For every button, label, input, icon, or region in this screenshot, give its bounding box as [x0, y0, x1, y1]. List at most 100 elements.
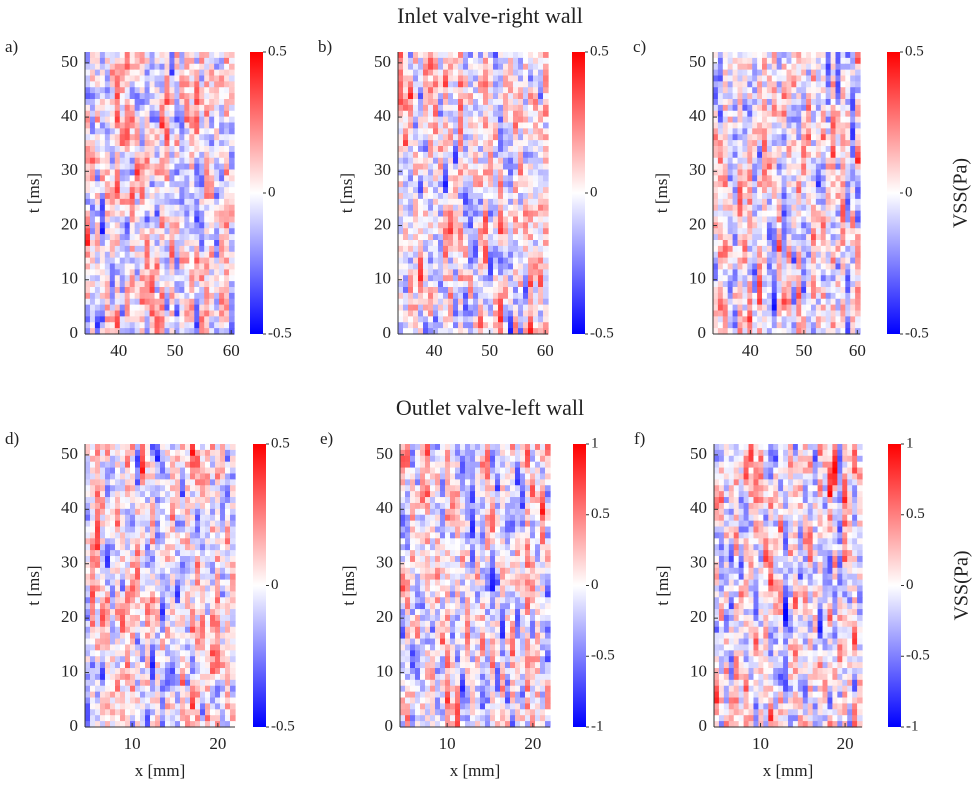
- heatmap-cell: [493, 140, 499, 146]
- heatmap-cell: [777, 299, 783, 305]
- heatmap-cell: [826, 322, 832, 328]
- colorbar-label: VSS(Pa): [950, 158, 972, 228]
- heatmap-cell: [493, 305, 499, 311]
- heatmap-cell: [796, 322, 802, 328]
- heatmap-cell: [438, 234, 444, 240]
- heatmap-cell: [195, 497, 201, 504]
- heatmap-cell: [513, 228, 519, 234]
- heatmap-cell: [433, 228, 439, 234]
- heatmap-cell: [428, 240, 434, 246]
- heatmap-cell: [155, 228, 161, 234]
- heatmap-cell: [438, 128, 444, 134]
- heatmap-cell: [443, 264, 449, 270]
- heatmap-cell: [179, 87, 185, 93]
- heatmap-cell: [503, 87, 509, 93]
- heatmap-cell: [757, 52, 763, 58]
- y-tick-label: 40: [61, 106, 78, 125]
- heatmap-cell: [185, 450, 191, 457]
- colorbar-tick-label: 0.5: [268, 43, 287, 59]
- heatmap-cell: [787, 123, 793, 129]
- heatmap-cell: [806, 81, 812, 87]
- heatmap-cell: [165, 468, 171, 475]
- heatmap-cell: [423, 299, 429, 305]
- heatmap-cell: [488, 316, 494, 322]
- heatmap-cell: [831, 287, 837, 293]
- heatmap-cell: [85, 111, 91, 117]
- heatmap-cell: [140, 450, 146, 457]
- heatmap-cell: [165, 456, 171, 463]
- heatmap-cell: [105, 316, 111, 322]
- heatmap-cell: [468, 246, 474, 252]
- heatmap-cell: [752, 164, 758, 170]
- heatmap-cell: [747, 52, 753, 58]
- heatmap-cell: [483, 164, 489, 170]
- heatmap-cell: [135, 462, 141, 469]
- heatmap-cell: [738, 211, 744, 217]
- heatmap-cell: [145, 444, 151, 451]
- heatmap-cell: [438, 87, 444, 93]
- heatmap-cell: [100, 205, 106, 211]
- heatmap-cell: [229, 293, 235, 299]
- heatmap-cell: [205, 503, 211, 510]
- heatmap-cell: [718, 275, 724, 281]
- heatmap-cell: [738, 322, 744, 328]
- heatmap-cell: [403, 93, 409, 99]
- heatmap-cell: [718, 211, 724, 217]
- heatmap-cell: [508, 76, 514, 82]
- heatmap-cell: [169, 287, 175, 293]
- heatmap-cell: [836, 117, 842, 123]
- heatmap-cell: [543, 105, 549, 111]
- heatmap-cell: [189, 305, 195, 311]
- y-tick-label: 50: [689, 52, 706, 71]
- heatmap-cell: [782, 234, 788, 240]
- heatmap-cell: [772, 293, 778, 299]
- heatmap-cell: [230, 509, 236, 515]
- heatmap-cell: [777, 311, 783, 317]
- heatmap-cell: [150, 252, 156, 258]
- heatmap-cell: [738, 234, 744, 240]
- x-tick-label: 60: [223, 341, 240, 360]
- heatmap-cell: [160, 117, 166, 123]
- heatmap-cell: [219, 52, 225, 58]
- heatmap-cell: [174, 252, 180, 258]
- heatmap-cell: [418, 170, 424, 176]
- heatmap-cell: [523, 222, 529, 228]
- heatmap-cell: [215, 479, 221, 486]
- heatmap-cell: [796, 58, 802, 64]
- heatmap-cell: [713, 322, 719, 328]
- heatmap-cell: [423, 111, 429, 117]
- heatmap-cell: [125, 538, 131, 545]
- heatmap-cell: [169, 199, 175, 205]
- heatmap-cell: [801, 111, 807, 117]
- heatmap-cell: [214, 275, 220, 281]
- heatmap-cell: [757, 228, 763, 234]
- heatmap-cell: [443, 322, 449, 328]
- heatmap-cell: [453, 222, 459, 228]
- heatmap-cell: [125, 70, 131, 76]
- heatmap-cell: [513, 234, 519, 240]
- heatmap-cell: [90, 70, 96, 76]
- heatmap-cell: [508, 246, 514, 252]
- heatmap-cell: [423, 128, 429, 134]
- heatmap-cell: [821, 146, 827, 152]
- heatmap-cell: [448, 193, 454, 199]
- heatmap-cell: [762, 305, 768, 311]
- heatmap-cell: [791, 305, 797, 311]
- heatmap-cell: [443, 164, 449, 170]
- heatmap-cell: [215, 521, 221, 528]
- heatmap-cell: [850, 58, 856, 64]
- heatmap-cell: [742, 123, 748, 129]
- heatmap-cell: [443, 134, 449, 140]
- heatmap-cell: [135, 450, 141, 457]
- heatmap-cell: [105, 146, 111, 152]
- heatmap-cell: [443, 293, 449, 299]
- heatmap-cell: [90, 322, 96, 328]
- heatmap-cell: [423, 117, 429, 123]
- heatmap-cell: [100, 527, 106, 534]
- heatmap-cell: [796, 281, 802, 287]
- heatmap-cell: [718, 70, 724, 76]
- heatmap-cell: [733, 269, 739, 275]
- heatmap-cell: [738, 93, 744, 99]
- heatmap-cell: [811, 299, 817, 305]
- heatmap-cell: [155, 70, 161, 76]
